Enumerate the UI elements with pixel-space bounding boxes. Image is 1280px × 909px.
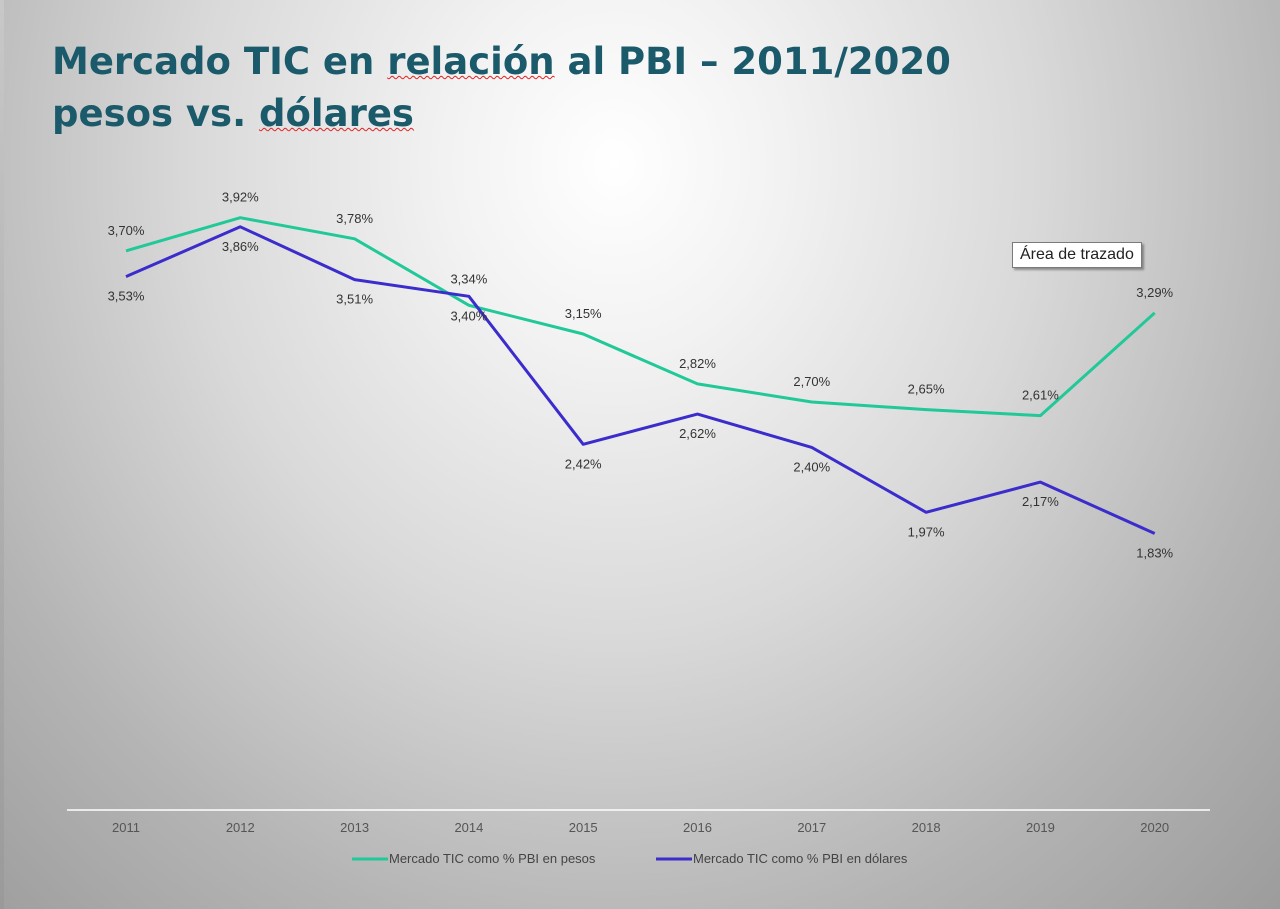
- x-tick-label: 2018: [912, 820, 941, 835]
- x-tick-label: 2013: [340, 820, 369, 835]
- data-label: 2,42%: [565, 456, 602, 471]
- series-lines: [125, 216, 1156, 535]
- data-label: 3,34%: [450, 271, 487, 286]
- data-label: 2,40%: [793, 459, 830, 474]
- data-label: 3,78%: [336, 211, 373, 226]
- data-label: 3,53%: [108, 289, 145, 304]
- data-label: 2,17%: [1022, 494, 1059, 509]
- plot-area-tooltip: Área de trazado: [1012, 242, 1142, 268]
- data-label: 2,82%: [679, 356, 716, 371]
- title-text-1: Mercado TIC en: [52, 40, 388, 83]
- series-line-2[interactable]: [125, 225, 1156, 535]
- title-word-dolares: dólares: [259, 92, 414, 135]
- data-label: 1,97%: [908, 524, 945, 539]
- x-tick-label: 2019: [1026, 820, 1055, 835]
- data-label: 2,62%: [679, 426, 716, 441]
- data-label: 3,86%: [222, 239, 259, 254]
- slide-title: Mercado TIC en relación al PBI – 2011/20…: [52, 36, 951, 140]
- chart-legend[interactable]: Mercado TIC como % PBI en pesos Mercado T…: [352, 851, 908, 866]
- data-label: 3,40%: [450, 308, 487, 323]
- title-text-2: al PBI – 2011/2020: [554, 40, 951, 83]
- data-labels: 3,70% 3,92% 3,78% 3,34% 3,15% 2,82% 2,70% 2,65%…: [108, 190, 1174, 561]
- data-label: 3,29%: [1136, 285, 1173, 300]
- data-label: 1,83%: [1136, 545, 1173, 560]
- x-tick-label: 2017: [797, 820, 826, 835]
- data-label: 3,51%: [336, 292, 373, 307]
- legend-label-2[interactable]: Mercado TIC como % PBI en dólares: [693, 851, 908, 866]
- x-tick-label: 2016: [683, 820, 712, 835]
- title-text-3: pesos vs.: [52, 92, 260, 135]
- x-tick-label: 2012: [226, 820, 255, 835]
- title-word-relacion: relación: [387, 40, 555, 83]
- x-tick-label: 2020: [1140, 820, 1169, 835]
- series-line-1[interactable]: [125, 216, 1156, 418]
- legend-label-1[interactable]: Mercado TIC como % PBI en pesos: [389, 851, 596, 866]
- x-tick-label: 2011: [112, 820, 140, 835]
- data-label: 2,61%: [1022, 388, 1059, 403]
- data-label: 2,70%: [793, 374, 830, 389]
- x-tick-label: 2015: [569, 820, 598, 835]
- x-axis-tick-labels: 2011 2012 2013 2014 2015 2016 2017 2018 2019 2020: [112, 820, 1169, 835]
- data-label: 3,70%: [108, 223, 145, 238]
- data-label: 3,15%: [565, 306, 602, 321]
- x-tick-label: 2014: [454, 820, 483, 835]
- slide-edge: [0, 0, 4, 909]
- data-label: 2,65%: [908, 382, 945, 397]
- data-label: 3,92%: [222, 190, 259, 205]
